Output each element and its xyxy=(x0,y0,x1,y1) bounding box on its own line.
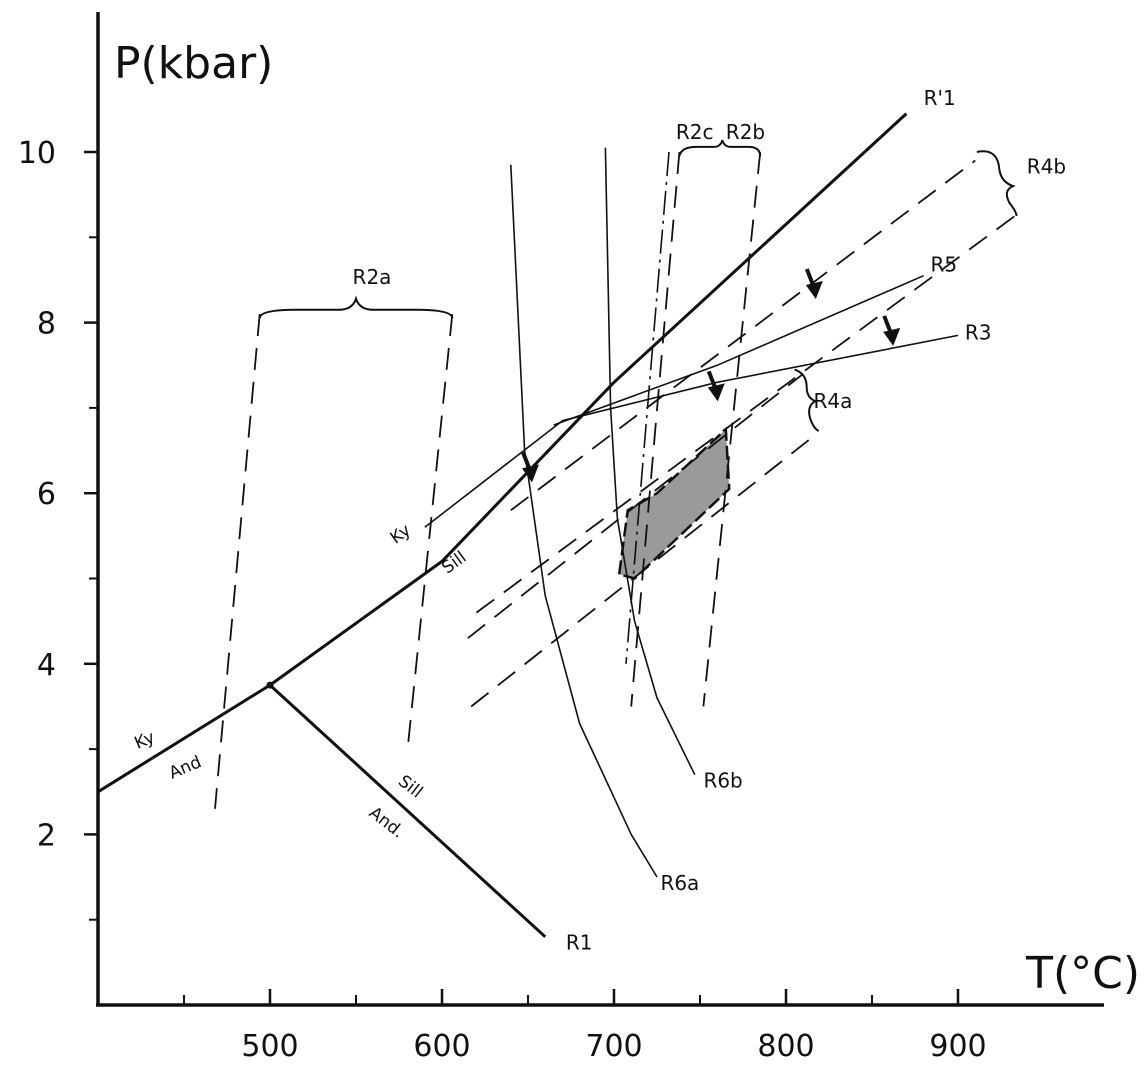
series-r6a-line xyxy=(510,164,658,878)
y-tick-label: 10 xyxy=(18,136,56,171)
series-r2b-line xyxy=(702,151,762,707)
series-r6b-line xyxy=(604,147,696,776)
series-r4a-line xyxy=(467,373,804,639)
x-axis-title: T(°C) xyxy=(1025,948,1140,999)
y-tick-label: 6 xyxy=(37,477,56,512)
series-unlabeled-line xyxy=(268,683,547,938)
brace-layer xyxy=(258,139,1018,432)
y-tick-label: 4 xyxy=(37,648,56,683)
r2b-brace xyxy=(678,139,762,157)
mineral-field-label: Ky xyxy=(387,520,415,548)
series-r4a-line xyxy=(470,432,818,708)
shift-arrowhead-icon xyxy=(805,281,823,300)
y-tick-label: 2 xyxy=(37,818,56,853)
x-tick-label: 700 xyxy=(585,1029,642,1064)
series-r4b-line xyxy=(475,215,1016,614)
shift-arrowhead-icon xyxy=(883,327,901,346)
curve-label: R4b xyxy=(1027,154,1066,178)
series-r1-line xyxy=(97,112,908,794)
annotation-layer: R'1 R2c R2b R4b R5 R3 R4a R2a R6b R6a R1 Ky Sill Ky An… xyxy=(132,86,1066,954)
axes xyxy=(96,12,1104,1007)
curve-label: R6a xyxy=(660,871,699,895)
series-r2a-line xyxy=(214,314,261,809)
mineral-field-label: And xyxy=(166,752,204,783)
series-r2b-line xyxy=(630,151,681,707)
curve-label: R2a xyxy=(353,265,392,289)
curve-label: R1 xyxy=(566,931,593,955)
shift-arrowhead-icon xyxy=(707,383,725,402)
shift-arrowhead-icon xyxy=(522,464,539,483)
x-tick-label: 900 xyxy=(929,1029,986,1064)
triple-point-marker xyxy=(266,681,274,689)
mineral-field-label: And. xyxy=(365,803,408,843)
curve-label: R2c xyxy=(676,120,714,144)
y-axis-title: P(kbar) xyxy=(114,38,273,89)
mineral-field-label: Sill xyxy=(438,547,470,578)
x-ticks: 500 600 700 800 900 xyxy=(183,989,987,1064)
y-tick-label: 8 xyxy=(37,307,56,342)
curve-label: R3 xyxy=(965,321,992,345)
curve-label: R2b xyxy=(726,120,765,144)
series-layer xyxy=(97,112,1016,938)
mineral-field-label: Sill xyxy=(394,771,426,802)
x-tick-label: 800 xyxy=(757,1029,814,1064)
curve-label: R5 xyxy=(930,252,957,276)
curve-label: R4a xyxy=(814,389,853,413)
series-r3-line xyxy=(424,334,959,528)
curve-label: R6b xyxy=(703,768,742,792)
series-r2a-line xyxy=(406,314,454,750)
y-ticks: 2 4 6 8 10 xyxy=(18,136,98,921)
series-r4b-line xyxy=(510,159,976,512)
curve-label: R'1 xyxy=(924,86,956,110)
r2a-brace xyxy=(258,295,454,319)
arrow-layer xyxy=(521,268,901,483)
r4b-brace xyxy=(976,150,1018,217)
r4a-brace xyxy=(794,368,820,432)
x-tick-label: 600 xyxy=(413,1029,470,1064)
series-r5-line xyxy=(553,274,924,426)
x-tick-label: 500 xyxy=(241,1029,298,1064)
mineral-field-label: Ky xyxy=(132,727,158,753)
